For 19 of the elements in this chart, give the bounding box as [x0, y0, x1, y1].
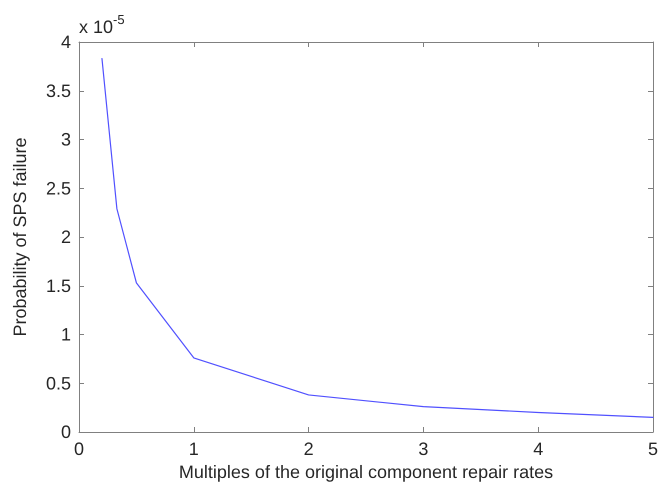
y-tick-label: 1.5: [46, 276, 71, 296]
text: x 10$^{-5}$: [79, 12, 125, 37]
y-tick-label: 2: [60, 227, 71, 247]
y-tick-label: 0: [60, 422, 71, 442]
x-tick-label: 5: [648, 439, 658, 459]
line-series: [101, 58, 654, 418]
y-tick-label: 3.5: [46, 80, 71, 101]
y-tick-label: 3: [60, 130, 71, 150]
x-axis-title: Multiples of the original component repair rates: [178, 462, 554, 482]
y-tick-label: 1: [60, 324, 71, 344]
x-tick-label: 4: [533, 439, 544, 459]
x-tick-label: 2: [304, 439, 314, 459]
x-tick-label: 1: [188, 439, 199, 459]
x-tick-label: 3: [418, 439, 428, 459]
y-tick-label: 4: [60, 32, 71, 52]
x-tick-label: 0: [74, 439, 84, 459]
y-tick-label: 2.5: [46, 178, 71, 198]
y-tick-label: 0.5: [46, 373, 71, 394]
y-axis-title: Probability of SPS failure: [10, 137, 30, 337]
